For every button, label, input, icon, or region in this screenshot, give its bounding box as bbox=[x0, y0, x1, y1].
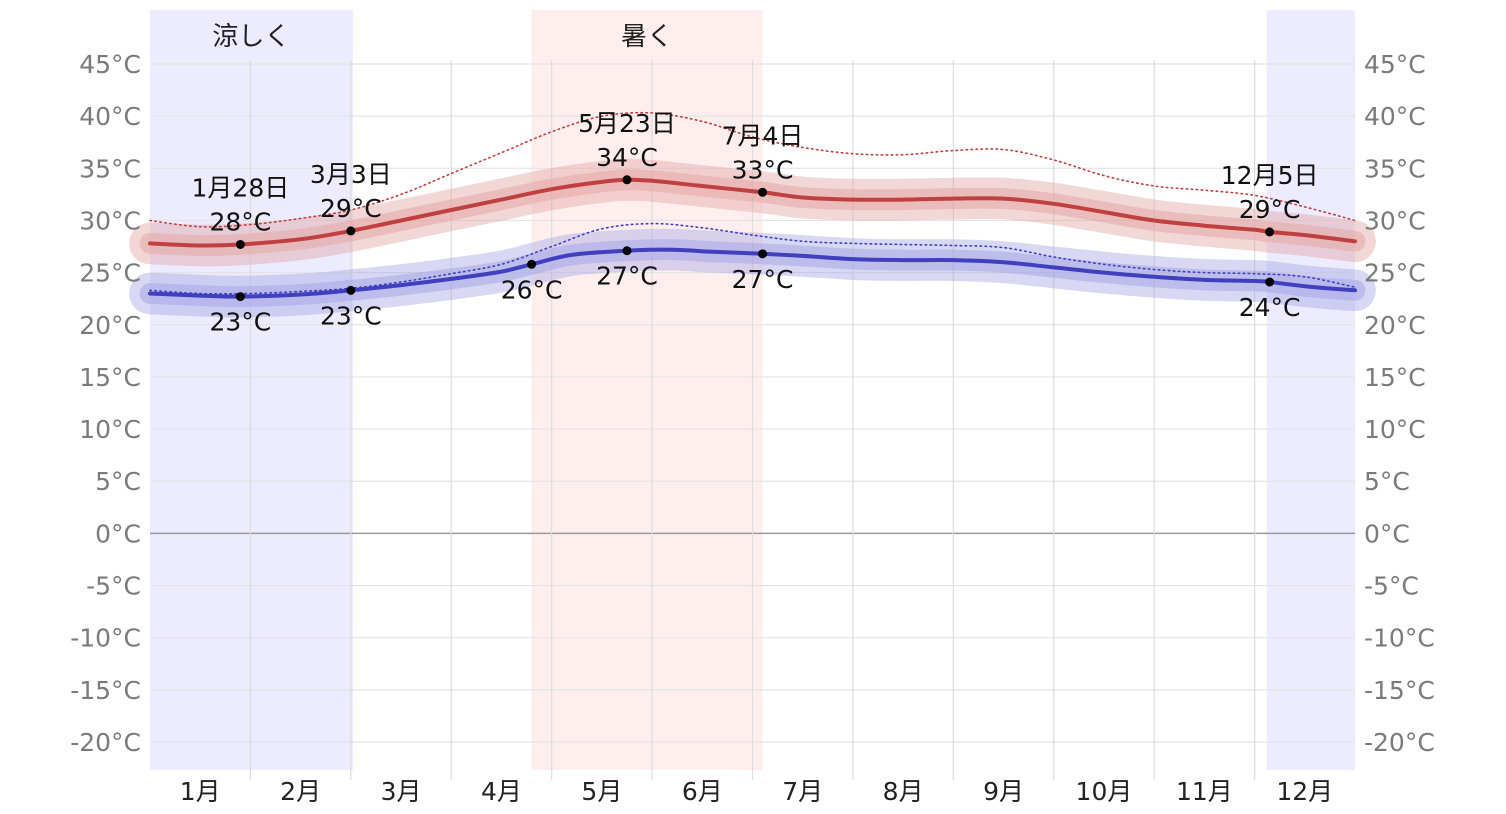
data-point-marker bbox=[622, 175, 632, 185]
annotation-value: 23°C bbox=[320, 301, 382, 330]
y-tick-label-right: 30°C bbox=[1364, 206, 1426, 235]
x-month-label: 6月 bbox=[682, 777, 723, 806]
data-point-marker bbox=[235, 292, 245, 302]
annotation-value: 24°C bbox=[1239, 293, 1301, 322]
annotation-value: 27°C bbox=[596, 262, 658, 291]
annotation-date: 3月3日 bbox=[310, 160, 392, 189]
x-month-label: 9月 bbox=[983, 777, 1024, 806]
annotation-value: 23°C bbox=[209, 308, 271, 337]
y-tick-label-right: 40°C bbox=[1364, 102, 1426, 131]
high-percentile-line bbox=[149, 111, 1356, 228]
season-label: 暑く bbox=[621, 22, 673, 52]
season-band bbox=[531, 10, 763, 770]
annotations: 1月28日 28°C 3月3日 29°C 5月23日 34°C 7月4日 33°C 12月5日 2… bbox=[192, 109, 1319, 337]
data-point-marker bbox=[346, 226, 356, 236]
x-month-label: 11月 bbox=[1176, 777, 1233, 806]
x-month-label: 8月 bbox=[883, 777, 924, 806]
data-point-marker bbox=[346, 285, 356, 295]
y-tick-label-right: 15°C bbox=[1364, 363, 1426, 392]
y-tick-label-left: 5°C bbox=[95, 467, 141, 496]
annotation-date: 1月28日 bbox=[192, 173, 290, 202]
season-bands: 涼しく 暑く bbox=[150, 10, 1355, 770]
y-tick-label-left: -20°C bbox=[70, 728, 141, 757]
y-tick-label-left: 25°C bbox=[79, 259, 141, 288]
data-point-marker bbox=[235, 239, 245, 249]
annotation-value: 28°C bbox=[209, 207, 271, 236]
annotation-value: 29°C bbox=[320, 194, 382, 223]
y-tick-label-right: 45°C bbox=[1364, 50, 1426, 79]
season-band bbox=[1266, 10, 1355, 770]
grid-lines bbox=[150, 60, 1355, 780]
season-label: 涼しく bbox=[212, 22, 290, 52]
annotation-value: 29°C bbox=[1239, 195, 1301, 224]
y-tick-label-right: -5°C bbox=[1364, 572, 1419, 601]
data-point-marker bbox=[758, 249, 768, 259]
annotation-value: 27°C bbox=[732, 265, 794, 294]
annotation-value: 26°C bbox=[501, 275, 563, 304]
x-month-label: 12月 bbox=[1276, 777, 1333, 806]
x-month-label: 2月 bbox=[280, 777, 321, 806]
axis-labels: 45°C 45°C 40°C 40°C 35°C 35°C 30°C 30°C 25°C 25°C… bbox=[70, 50, 1435, 806]
y-tick-label-right: 0°C bbox=[1364, 519, 1410, 548]
y-tick-label-left: 35°C bbox=[79, 154, 141, 183]
season-band bbox=[150, 10, 353, 770]
y-tick-label-right: -20°C bbox=[1364, 728, 1435, 757]
y-tick-label-left: 15°C bbox=[79, 363, 141, 392]
y-tick-label-right: 5°C bbox=[1364, 467, 1410, 496]
y-tick-label-right: -15°C bbox=[1364, 676, 1435, 705]
data-point-marker bbox=[1265, 277, 1275, 287]
x-month-label: 1月 bbox=[180, 777, 221, 806]
y-tick-label-right: 10°C bbox=[1364, 415, 1426, 444]
x-month-label: 3月 bbox=[381, 777, 422, 806]
data-point-marker bbox=[758, 187, 768, 197]
y-tick-label-right: 25°C bbox=[1364, 259, 1426, 288]
y-tick-label-left: 45°C bbox=[79, 50, 141, 79]
y-tick-label-left: 30°C bbox=[79, 206, 141, 235]
annotation-date: 12月5日 bbox=[1221, 161, 1319, 190]
y-tick-label-left: 10°C bbox=[79, 415, 141, 444]
y-tick-label-left: 0°C bbox=[95, 519, 141, 548]
data-point-marker bbox=[527, 259, 537, 269]
annotation-date: 5月23日 bbox=[578, 109, 676, 138]
x-month-label: 4月 bbox=[481, 777, 522, 806]
annotation-date: 7月4日 bbox=[722, 121, 804, 150]
data-point-marker bbox=[1265, 227, 1275, 237]
y-tick-label-right: 20°C bbox=[1364, 311, 1426, 340]
y-tick-label-left: 20°C bbox=[79, 311, 141, 340]
x-month-label: 7月 bbox=[782, 777, 823, 806]
annotation-value: 33°C bbox=[732, 155, 794, 184]
y-tick-label-left: -5°C bbox=[86, 572, 141, 601]
y-tick-label-left: -10°C bbox=[70, 624, 141, 653]
annotation-value: 34°C bbox=[596, 143, 658, 172]
y-tick-label-right: 35°C bbox=[1364, 154, 1426, 183]
y-tick-label-right: -10°C bbox=[1364, 624, 1435, 653]
y-tick-label-left: -15°C bbox=[70, 676, 141, 705]
x-month-label: 10月 bbox=[1076, 777, 1133, 806]
data-point-marker bbox=[622, 246, 632, 256]
y-tick-label-left: 40°C bbox=[79, 102, 141, 131]
x-month-label: 5月 bbox=[581, 777, 622, 806]
